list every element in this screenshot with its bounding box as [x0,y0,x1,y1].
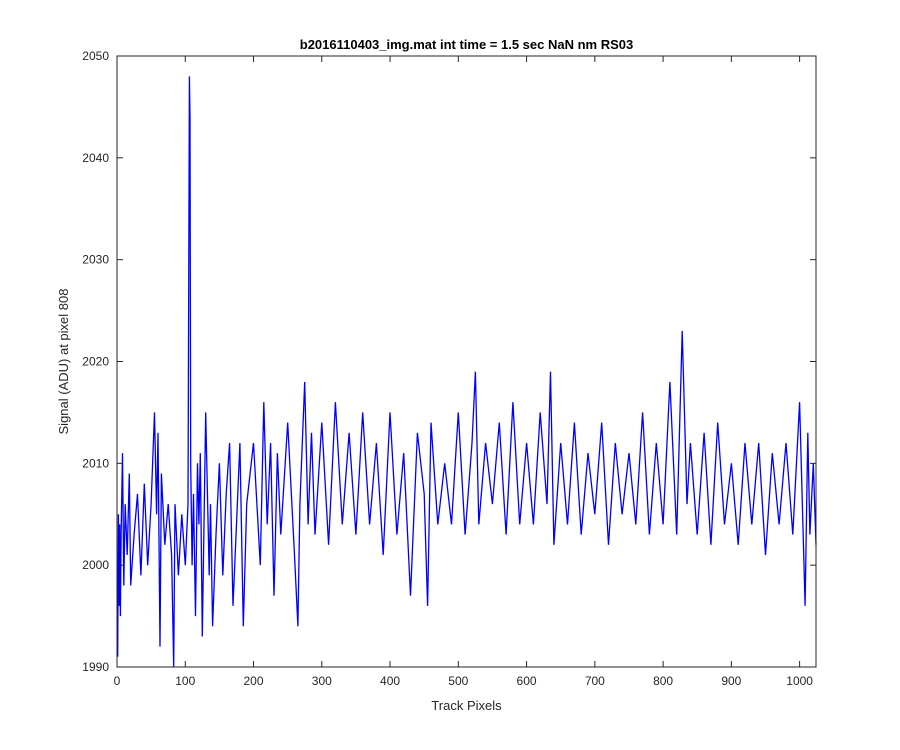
axis-ticks: 0 100 200 300 400 500 600 700 800 900 1000 1990 2000… [82,49,816,688]
y-tick-label: 2000 [82,558,109,572]
y-tick-label: 2020 [82,355,109,369]
x-axis-label: Track Pixels [431,698,502,713]
x-tick-label: 300 [312,674,332,688]
y-tick-label: 2030 [82,253,109,267]
y-tick-label: 2040 [82,151,109,165]
y-tick-label: 1990 [82,660,109,674]
signal-series-line [117,76,817,668]
x-tick-label: 800 [653,674,673,688]
x-tick-label: 700 [585,674,605,688]
x-tick-label: 200 [244,674,264,688]
y-tick-label: 2010 [82,456,109,470]
x-tick-label: 0 [114,674,121,688]
y-axis-label: Signal (ADU) at pixel 808 [56,289,71,435]
x-tick-label: 500 [448,674,468,688]
plot-background [117,56,816,667]
chart-title: b2016110403_img.mat int time = 1.5 sec N… [300,37,633,52]
y-tick-label: 2050 [82,49,109,63]
x-tick-label: 600 [517,674,537,688]
x-tick-label: 1000 [786,674,813,688]
x-tick-label: 100 [175,674,195,688]
plot-frame [116,55,817,668]
x-tick-label: 900 [721,674,741,688]
x-tick-label: 400 [380,674,400,688]
